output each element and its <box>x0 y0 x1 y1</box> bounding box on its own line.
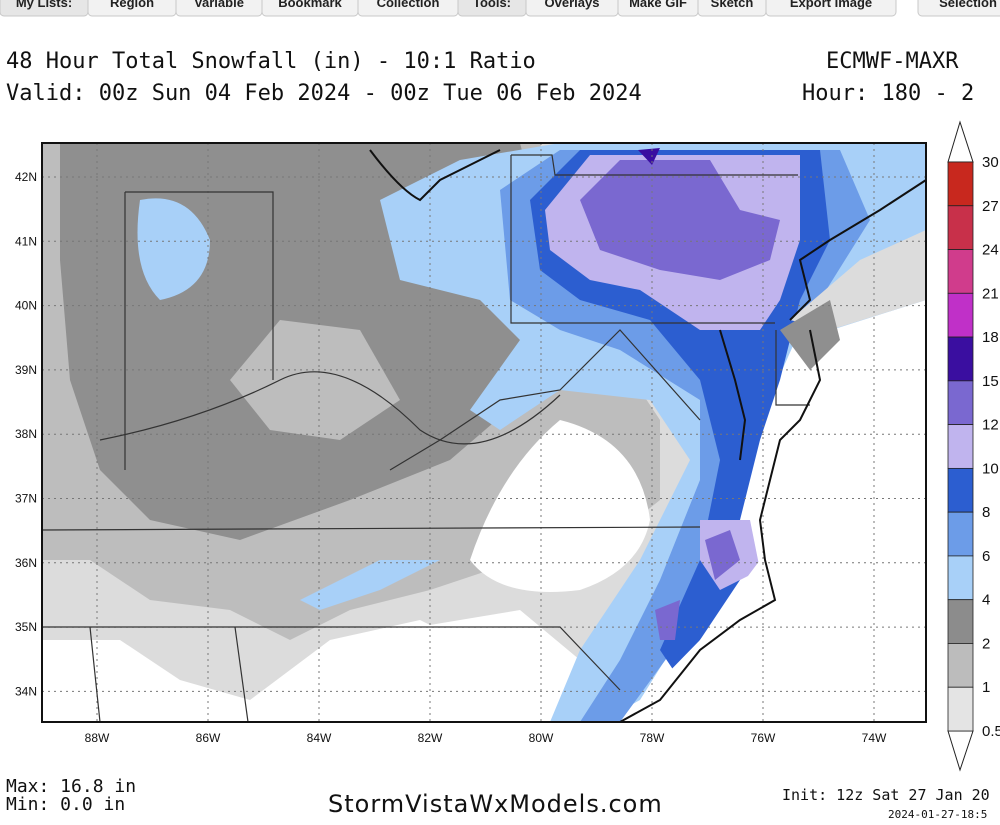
latitude-label: 39N <box>15 363 37 377</box>
longitude-label: 76W <box>751 731 776 745</box>
toolbar-label: Tools: <box>473 0 511 10</box>
colorbar-swatch <box>947 336 974 382</box>
colorbar-label: 27 <box>982 198 999 215</box>
colorbar-label: 1 <box>982 679 990 696</box>
colorbar-swatch <box>947 249 974 294</box>
toolbar: My Lists: Region Variable Bookmark Collectio… <box>0 0 1000 17</box>
longitude-label: 78W <box>640 731 665 745</box>
colorbar-swatch <box>947 643 974 688</box>
latitude-label: 37N <box>15 492 37 506</box>
colorbar-label: 30 <box>982 154 999 171</box>
model-name: ECMWF-MAXR <box>826 49 959 74</box>
colorbar-swatch <box>947 205 974 250</box>
colorbar-label: 24 <box>982 242 999 259</box>
colorbar-label: 18 <box>982 329 999 346</box>
colorbar-swatch <box>947 380 974 426</box>
toolbar-label[interactable]: Region <box>110 0 154 10</box>
latitude-label: 40N <box>15 299 37 313</box>
toolbar-button[interactable] <box>917 0 1000 17</box>
colorbar-label: 0.5 <box>982 723 1000 740</box>
colorbar-swatch <box>947 292 974 338</box>
toolbar-label[interactable]: Variable <box>194 0 244 10</box>
toolbar-label[interactable]: Bookmark <box>278 0 342 10</box>
longitude-label: 80W <box>529 731 554 745</box>
colorbar-swatch <box>947 424 974 469</box>
colorbar-swatch <box>947 161 974 207</box>
colorbar-label: 21 <box>982 285 999 302</box>
valid-time: Valid: 00z Sun 04 Feb 2024 - 00z Tue 06 … <box>6 81 642 106</box>
colorbar-swatch <box>947 511 974 557</box>
latitude-label: 35N <box>15 620 37 634</box>
toolbar-label[interactable]: Make GIF <box>629 0 687 10</box>
longitude-label: 74W <box>862 731 887 745</box>
map: 42N 41N 40N 39N 38N 37N 36N 35N 34N 88W 86W 84W 82W… <box>15 142 927 745</box>
latitude-label: 41N <box>15 234 37 248</box>
max-value: Max: 16.8 in <box>6 776 136 797</box>
timestamp: 2024-01-27-18:5 <box>888 808 987 821</box>
colorbar-cap <box>947 730 974 772</box>
colorbar-swatch <box>947 599 974 644</box>
toolbar-label[interactable]: Sketch <box>711 0 754 10</box>
longitude-label: 86W <box>196 731 221 745</box>
longitude-label: 84W <box>307 731 332 745</box>
toolbar-label[interactable]: Selection <box>939 0 997 10</box>
colorbar-label: 10 <box>982 460 999 477</box>
colorbar-cap <box>947 120 974 163</box>
colorbar-label: 4 <box>982 592 990 609</box>
colorbar-swatch <box>947 686 974 732</box>
toolbar-label[interactable]: Export Image <box>790 0 872 10</box>
longitude-label: 82W <box>418 731 443 745</box>
colorbar-label: 15 <box>982 373 999 390</box>
latitude-label: 38N <box>15 427 37 441</box>
colorbar-label: 12 <box>982 417 999 434</box>
toolbar-label[interactable]: Overlays <box>545 0 600 10</box>
forecast-hour: Hour: 180 - 2 <box>802 81 974 106</box>
colorbar-label: 6 <box>982 548 990 565</box>
map-frame <box>41 142 927 723</box>
colorbar-label: 8 <box>982 504 990 521</box>
min-value: Min: 0.0 in <box>6 794 125 815</box>
latitude-label: 42N <box>15 170 37 184</box>
latitude-label: 36N <box>15 556 37 570</box>
toolbar-label[interactable]: Collection <box>377 0 440 10</box>
site-name: StormVistaWxModels.com <box>328 790 663 818</box>
colorbar-swatch <box>947 467 974 513</box>
map-title: 48 Hour Total Snowfall (in) - 10:1 Ratio <box>6 49 536 74</box>
init-time: Init: 12z Sat 27 Jan 20 <box>782 786 990 804</box>
colorbar-label: 2 <box>982 635 990 652</box>
snowfall-shading <box>42 143 926 722</box>
toolbar-button[interactable] <box>765 0 897 17</box>
colorbar-swatch <box>947 555 974 601</box>
longitude-label: 88W <box>85 731 110 745</box>
latitude-label: 34N <box>15 684 37 698</box>
toolbar-label: My Lists: <box>16 0 72 10</box>
